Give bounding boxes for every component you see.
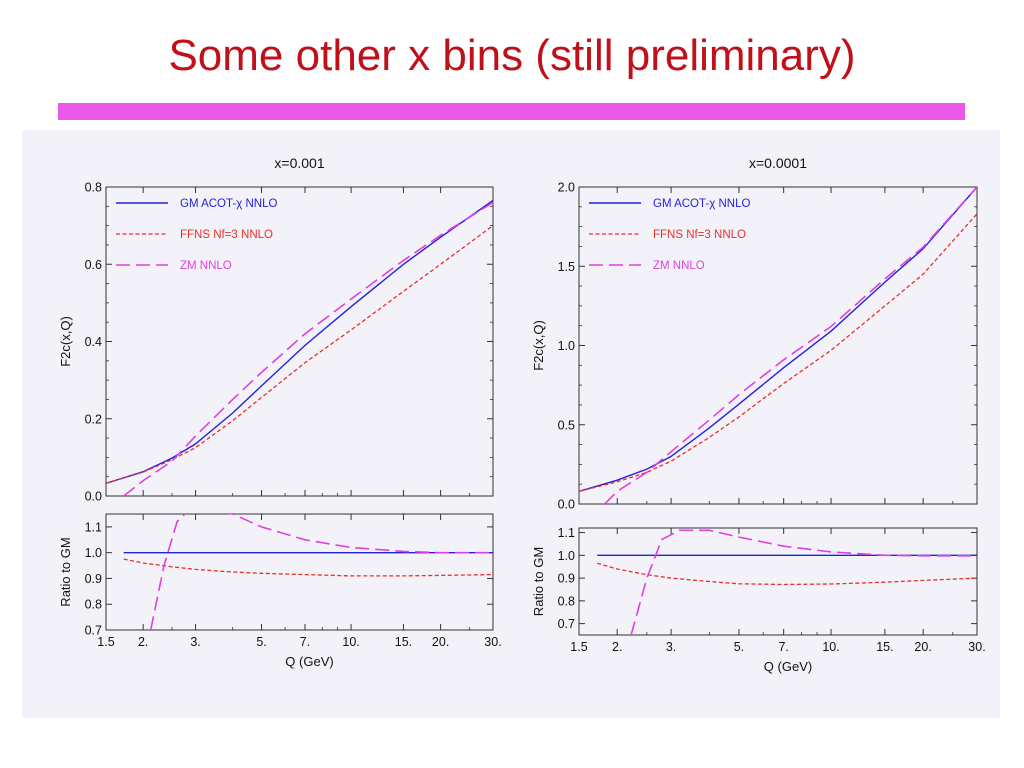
x-axis-label-1: Q (GeV) <box>764 659 812 674</box>
series-zm-bottom-0 <box>149 514 493 630</box>
x-tick-label-0-1: 2. <box>138 635 148 649</box>
x-tick-label-1-6: 15. <box>876 640 893 654</box>
y-axis-label-bottom-0: Ratio to GM <box>58 537 73 606</box>
series-ffns-bottom-1 <box>597 562 977 586</box>
series-gm-top-0 <box>106 199 493 484</box>
y-tick-label-top-0-3: 0.6 <box>85 258 102 272</box>
x-tick-label-1-0: 1.5 <box>570 640 587 654</box>
series-ffns-top-1 <box>579 213 977 492</box>
y-axis-label-top-1: F2c(x,Q) <box>531 320 546 371</box>
y-axis-label-top-0: F2c(x,Q) <box>58 316 73 367</box>
x-tick-label-0-5: 10. <box>342 635 359 649</box>
y-tick-label-bottom-1-0: 0.7 <box>558 617 575 631</box>
y-tick-label-top-0-0: 0.0 <box>85 490 102 504</box>
series-zm-bottom-1 <box>630 529 977 635</box>
charts-svg: x=0.001 0.0 0.2 0.4 0.6 0.8 F2c(x,Q) 0.7 0.8 0.9 1… <box>58 155 986 674</box>
x-tick-label-0-7: 20. <box>432 635 449 649</box>
title-divider <box>58 103 965 120</box>
x-tick-label-0-2: 3. <box>190 635 200 649</box>
legend-label-gm-0: GM ACOT-χ NNLO <box>180 198 277 210</box>
series-ffns-top-0 <box>106 225 493 484</box>
x-tick-label-1-8: 30. <box>968 640 985 654</box>
y-tick-label-bottom-0-4: 1.1 <box>85 520 102 534</box>
y-tick-label-bottom-0-3: 1.0 <box>85 546 102 560</box>
x-axis-label-0: Q (GeV) <box>285 654 333 669</box>
y-tick-label-top-0-4: 0.8 <box>85 181 102 195</box>
x-tick-label-1-3: 5. <box>734 640 744 654</box>
series-zm-top-1 <box>604 187 977 504</box>
x-tick-label-1-1: 2. <box>612 640 622 654</box>
y-tick-label-bottom-1-4: 1.1 <box>558 526 575 540</box>
series-ffns-bottom-0 <box>123 558 493 577</box>
legend-label-ffns-1: FFNS Nf=3 NNLO <box>653 229 746 241</box>
x-tick-label-1-4: 7. <box>778 640 788 654</box>
plot-frame-bottom-1 <box>578 527 978 636</box>
legend-label-gm-1: GM ACOT-χ NNLO <box>653 198 750 210</box>
series-zm-top-0 <box>123 201 493 496</box>
y-tick-label-bottom-1-2: 0.9 <box>558 572 575 586</box>
legend-label-zm-1: ZM NNLO <box>653 260 705 272</box>
y-tick-label-top-0-1: 0.2 <box>85 412 102 426</box>
figure-panel: x=0.001 0.0 0.2 0.4 0.6 0.8 F2c(x,Q) 0.7 0.8 0.9 1… <box>22 130 1000 718</box>
y-tick-label-top-1-4: 2.0 <box>558 181 575 195</box>
series-gm-top-1 <box>579 187 977 492</box>
y-tick-label-top-0-2: 0.4 <box>85 335 102 349</box>
y-tick-label-bottom-0-2: 0.9 <box>85 572 102 586</box>
y-tick-label-bottom-0-0: 0.7 <box>85 624 102 638</box>
y-axis-label-bottom-1: Ratio to GM <box>531 547 546 616</box>
x-tick-label-0-4: 7. <box>300 635 310 649</box>
x-tick-label-0-6: 15. <box>395 635 412 649</box>
x-tick-label-1-2: 3. <box>666 640 676 654</box>
y-tick-label-top-1-3: 1.5 <box>558 260 575 274</box>
plot-frame-top-1 <box>578 186 978 505</box>
y-tick-label-bottom-0-1: 0.8 <box>85 598 102 612</box>
legend-label-ffns-0: FFNS Nf=3 NNLO <box>180 229 273 241</box>
y-tick-label-top-1-1: 0.5 <box>558 418 575 432</box>
plot-frame-bottom-0 <box>105 513 494 631</box>
x-tick-label-0-8: 30. <box>484 635 501 649</box>
legend-label-zm-0: ZM NNLO <box>180 260 232 272</box>
x-tick-label-0-3: 5. <box>256 635 266 649</box>
y-tick-label-bottom-1-3: 1.0 <box>558 549 575 563</box>
chart-title-0: x=0.001 <box>274 155 324 171</box>
y-tick-label-top-1-0: 0.0 <box>558 498 575 512</box>
x-tick-label-1-5: 10. <box>822 640 839 654</box>
x-tick-label-1-7: 20. <box>914 640 931 654</box>
y-tick-label-bottom-1-1: 0.8 <box>558 594 575 608</box>
y-tick-label-top-1-2: 1.0 <box>558 339 575 353</box>
chart-title-1: x=0.0001 <box>749 155 807 171</box>
slide-title: Some other x bins (still preliminary) <box>168 31 856 80</box>
x-tick-label-0-0: 1.5 <box>97 635 114 649</box>
